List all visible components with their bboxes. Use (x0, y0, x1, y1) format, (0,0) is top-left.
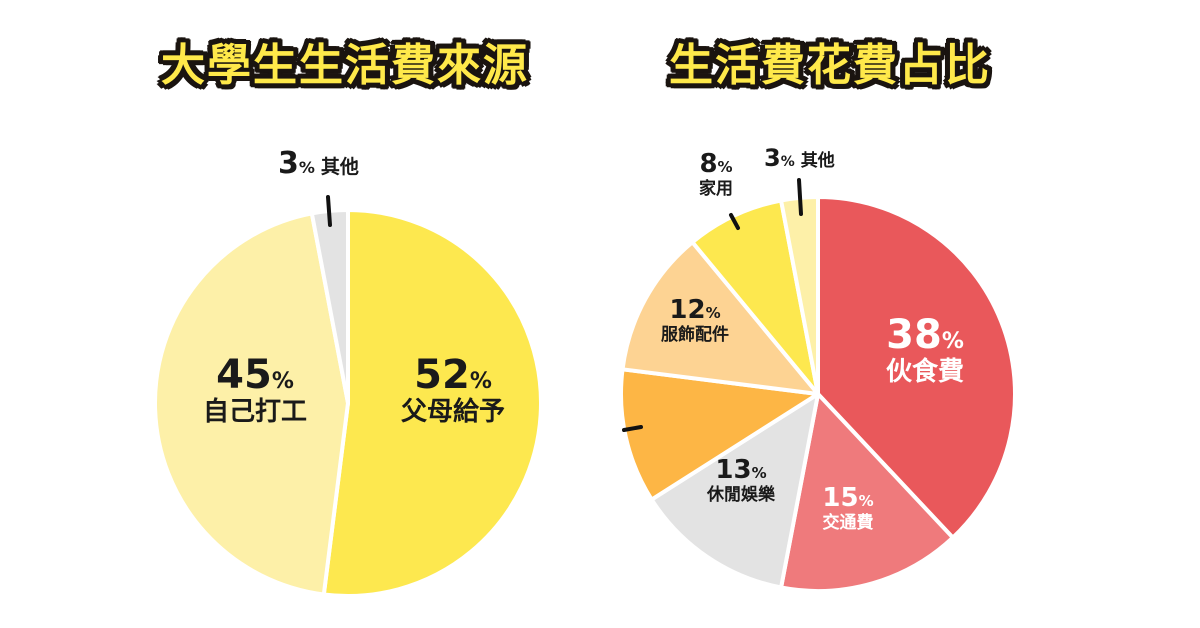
slice-label-parents: 52% 父母給予 (400, 352, 505, 427)
leader-line-right-household (729, 213, 740, 230)
pie-slice-0 (321, 208, 543, 598)
slice-label-transport: 15% 交通費 (822, 483, 874, 533)
pie-chart-income-sources (153, 208, 543, 598)
pie-slice-unlabeled (619, 367, 820, 502)
chart-title-spending-share: 生活費花費占比 (669, 40, 991, 91)
slice-label-household: 8% 家用 (699, 149, 733, 199)
slice-label-leisure: 13% 休閒娛樂 (707, 455, 775, 505)
slice-label-clothing: 12% 服飾配件 (661, 295, 729, 345)
leader-line-right-orange (622, 425, 643, 432)
chart-title-income-sources: 大學生生活費來源 (161, 40, 529, 91)
pie-chart-spending-share (619, 195, 1017, 593)
pie-slice-4 (620, 240, 820, 396)
pie-slice-1 (779, 392, 955, 593)
leader-line-left-other (326, 195, 332, 227)
slice-label-right-other: 3% 其他 (764, 144, 835, 172)
slice-label-work: 45% 自己打工 (202, 352, 307, 427)
pie-slice-2 (649, 392, 820, 590)
slice-label-left-other: 3% 其他 (278, 146, 359, 181)
pie-slice-1 (153, 211, 350, 597)
pie-slice-0 (816, 195, 1017, 540)
slice-label-food: 38% 伙食費 (885, 312, 964, 387)
leader-line-right-other (797, 178, 803, 216)
